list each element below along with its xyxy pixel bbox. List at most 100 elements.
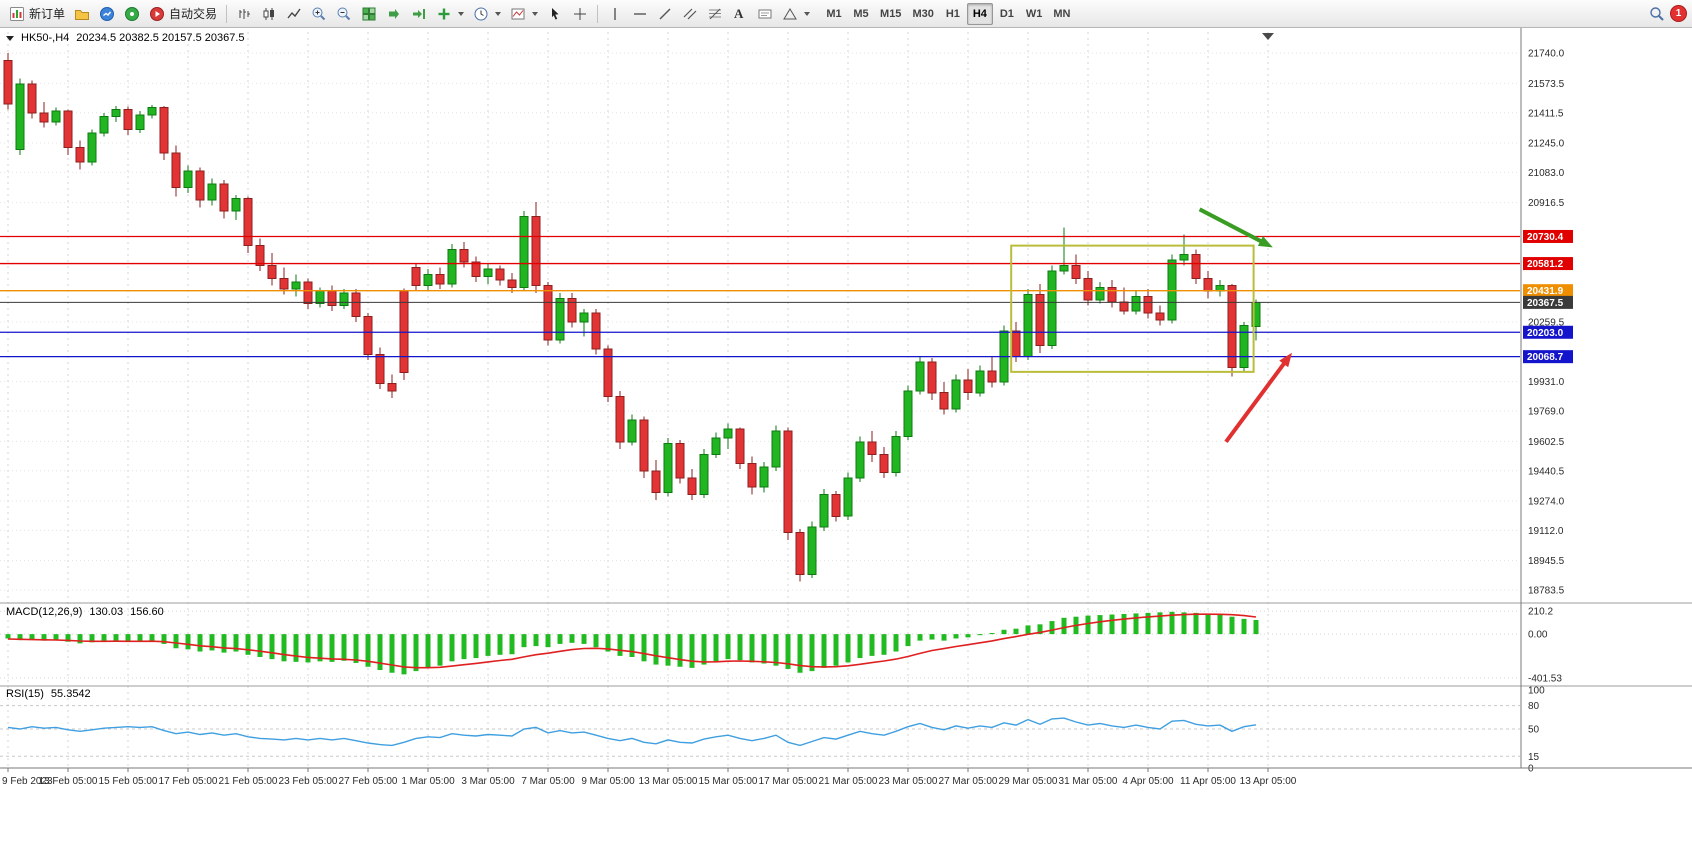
toolbar-separator: [597, 4, 599, 23]
svg-text:100: 100: [1528, 686, 1545, 697]
trendline-icon: [659, 8, 671, 19]
auto-scroll-icon: [389, 8, 400, 19]
chart-shift-marker: [1262, 33, 1274, 40]
candlestick-chart-type-button[interactable]: [257, 2, 281, 26]
svg-text:23 Feb 05:00: 23 Feb 05:00: [279, 776, 338, 787]
zoom-in-button[interactable]: [307, 2, 331, 26]
fibonacci-tool-button[interactable]: [703, 2, 727, 26]
auto-scroll-button[interactable]: [382, 2, 406, 26]
text-tool-button[interactable]: A: [728, 2, 752, 26]
svg-text:20730.4: 20730.4: [1527, 232, 1564, 243]
svg-text:3 Mar 05:00: 3 Mar 05:00: [461, 776, 515, 787]
svg-text:11 Apr 05:00: 11 Apr 05:00: [1180, 776, 1236, 787]
svg-text:19769.0: 19769.0: [1528, 407, 1565, 418]
dropdown-caret-icon: [495, 11, 502, 16]
navigator-icon: [125, 6, 140, 21]
timeframe-m30[interactable]: M30: [907, 3, 938, 25]
search-button[interactable]: [1645, 2, 1669, 26]
svg-text:20431.9: 20431.9: [1527, 286, 1564, 297]
timeframe-m5[interactable]: M5: [848, 3, 874, 25]
crosshair-tool-button[interactable]: [568, 2, 592, 26]
svg-text:20581.2: 20581.2: [1527, 259, 1564, 270]
cursor-icon: [552, 7, 559, 20]
tile-windows-icon: [362, 7, 376, 20]
notification-badge[interactable]: 1: [1670, 5, 1687, 22]
market-watch-button[interactable]: [95, 2, 119, 26]
macd-pane: [5, 611, 1259, 675]
periods-button[interactable]: [469, 2, 505, 26]
new-order-button[interactable]: 新订单: [5, 2, 69, 26]
shapes-tool-button[interactable]: [778, 2, 814, 26]
candles: [3, 53, 1261, 582]
svg-text:27 Mar 05:00: 27 Mar 05:00: [939, 776, 998, 787]
svg-text:80: 80: [1528, 701, 1540, 712]
market-watch-icon: [100, 6, 115, 21]
svg-text:20203.0: 20203.0: [1527, 328, 1564, 339]
dropdown-caret-icon: [458, 11, 465, 16]
vertical-line-icon: [614, 7, 616, 20]
horizontal-line-tool-button[interactable]: [628, 2, 652, 26]
text-label-tool-button[interactable]: [753, 2, 777, 26]
vertical-line-tool-button[interactable]: [603, 2, 627, 26]
svg-text:18945.5: 18945.5: [1528, 556, 1565, 567]
timeframe-h4[interactable]: H4: [966, 2, 993, 25]
auto-trading-button[interactable]: 自动交易: [145, 2, 221, 26]
zoom-out-icon: [337, 7, 351, 20]
timeframe-mn[interactable]: MN: [1048, 3, 1075, 25]
horizontal-line-icon: [634, 12, 647, 15]
cursor-tool-button[interactable]: [543, 2, 567, 26]
svg-text:50: 50: [1528, 725, 1540, 736]
channel-icon: [683, 8, 697, 19]
pane-separators: [0, 28, 1692, 769]
svg-text:27 Feb 05:00: 27 Feb 05:00: [339, 776, 398, 787]
svg-text:9 Feb 2023: 9 Feb 2023: [2, 776, 53, 787]
chart-shift-button[interactable]: [407, 2, 431, 26]
price-level-lines[interactable]: [0, 235, 1520, 358]
charts-profile-button[interactable]: [70, 2, 94, 26]
svg-text:19440.5: 19440.5: [1528, 466, 1565, 477]
auto-trading-label: 自动交易: [169, 7, 218, 21]
timeframe-m15[interactable]: M15: [875, 3, 906, 25]
timeframe-h1[interactable]: H1: [940, 3, 966, 25]
svg-text:20367.5: 20367.5: [1527, 298, 1564, 309]
chart-shift-icon: [413, 8, 426, 19]
timeframe-m1[interactable]: M1: [821, 3, 847, 25]
navigator-button[interactable]: [120, 2, 144, 26]
dropdown-caret-icon: [804, 11, 811, 16]
timeframe-d1[interactable]: D1: [994, 3, 1020, 25]
line-chart-type-button[interactable]: [282, 2, 306, 26]
add-indicator-icon: [438, 8, 450, 19]
zoom-out-button[interactable]: [332, 2, 356, 26]
fibonacci-icon: [709, 8, 722, 19]
bar-chart-type-button[interactable]: [232, 2, 256, 26]
tile-windows-button[interactable]: [357, 2, 381, 26]
svg-text:21 Feb 05:00: 21 Feb 05:00: [219, 776, 278, 787]
svg-text:31 Mar 05:00: 31 Mar 05:00: [1059, 776, 1118, 787]
indicators-button[interactable]: [432, 2, 468, 26]
chart-menu-icon[interactable]: [6, 35, 14, 41]
svg-text:0: 0: [1528, 764, 1534, 775]
chart-window[interactable]: 9 Feb 2023 13 Feb 05:00 15 Feb 05:00 17 Feb…: [0, 28, 1692, 853]
svg-text:7 Mar 05:00: 7 Mar 05:00: [521, 776, 575, 787]
bar-chart-icon: [239, 8, 251, 19]
text-label-icon: [758, 9, 772, 18]
main-toolbar: 新订单 自动交易: [0, 0, 1692, 28]
svg-text:21 Mar 05:00: 21 Mar 05:00: [819, 776, 878, 787]
svg-text:21411.5: 21411.5: [1528, 108, 1564, 119]
svg-text:17 Feb 05:00: 17 Feb 05:00: [159, 776, 218, 787]
auto-trading-icon: [150, 6, 165, 21]
timeframe-w1[interactable]: W1: [1021, 3, 1048, 25]
templates-button[interactable]: [506, 2, 542, 26]
timeframe-group: M1 M5 M15 M30 H1 H4 D1 W1 MN: [821, 2, 1075, 25]
new-order-label: 新订单: [29, 7, 66, 21]
candlestick-chart-icon: [263, 7, 275, 20]
text-tool-icon: A: [734, 5, 744, 21]
svg-text:210.2: 210.2: [1528, 607, 1553, 618]
svg-text:21083.0: 21083.0: [1528, 168, 1565, 179]
trendline-tool-button[interactable]: [653, 2, 677, 26]
search-icon: [1650, 6, 1664, 21]
channel-tool-button[interactable]: [678, 2, 702, 26]
